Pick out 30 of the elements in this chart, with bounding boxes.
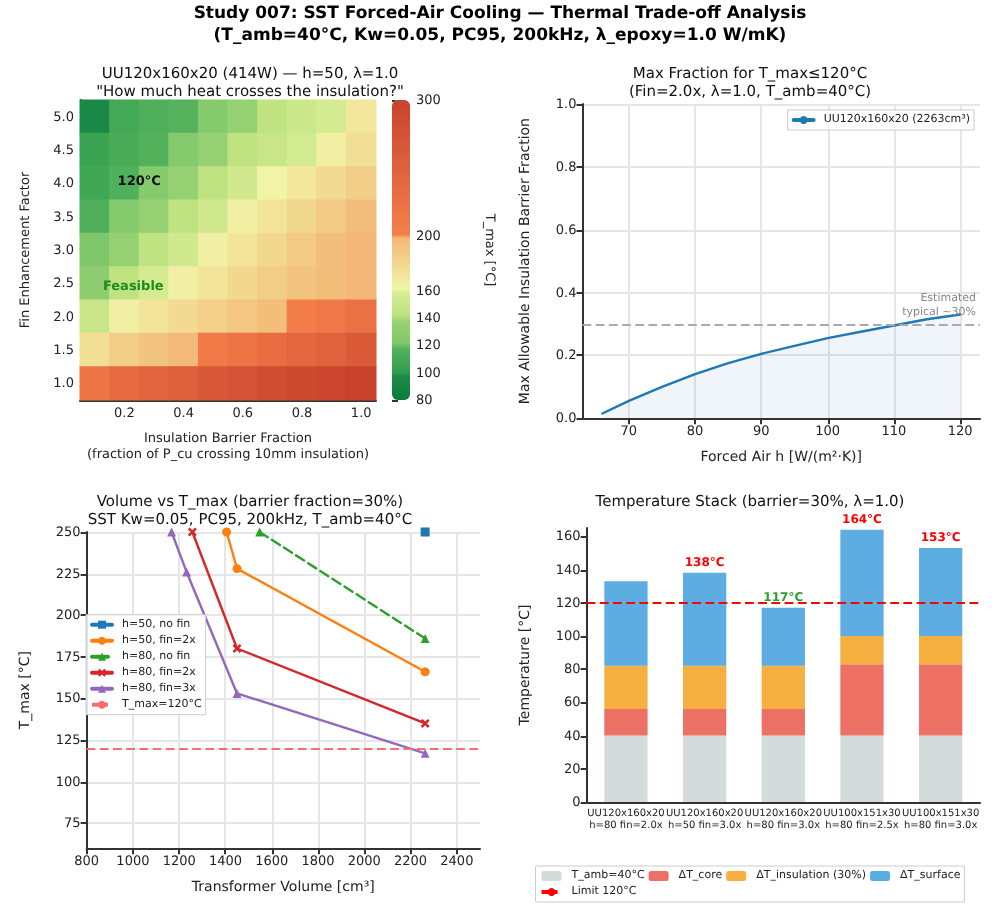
point bbox=[167, 527, 177, 537]
point bbox=[420, 718, 430, 728]
bar bbox=[761, 607, 805, 666]
bar bbox=[761, 665, 805, 710]
bar bbox=[919, 547, 963, 636]
point bbox=[420, 748, 430, 758]
bar bbox=[604, 581, 648, 666]
bar bbox=[682, 709, 727, 736]
bar bbox=[604, 735, 648, 802]
bar bbox=[761, 709, 805, 736]
point bbox=[222, 527, 232, 537]
bar bbox=[840, 664, 884, 736]
bar bbox=[682, 735, 727, 802]
bar bbox=[761, 735, 805, 802]
bar bbox=[840, 529, 884, 636]
bar bbox=[682, 665, 727, 710]
point bbox=[232, 643, 242, 653]
point bbox=[232, 564, 242, 574]
bar bbox=[919, 635, 963, 665]
bar bbox=[919, 735, 963, 802]
text: Study 007: SST Forced-Air Cooling — Thermal Trade-off Analysis (T_amb=40°C, Kw=0.05, PC95, 200kHz, λ_epoxy=1.0 W/mK) bbox=[191, 4, 809, 48]
bar bbox=[919, 664, 963, 736]
bar bbox=[840, 735, 884, 802]
bar bbox=[840, 635, 884, 665]
point bbox=[232, 688, 242, 698]
point bbox=[420, 667, 430, 677]
bar bbox=[604, 709, 648, 736]
point bbox=[187, 527, 197, 537]
bar bbox=[604, 665, 648, 710]
bar bbox=[682, 572, 727, 666]
